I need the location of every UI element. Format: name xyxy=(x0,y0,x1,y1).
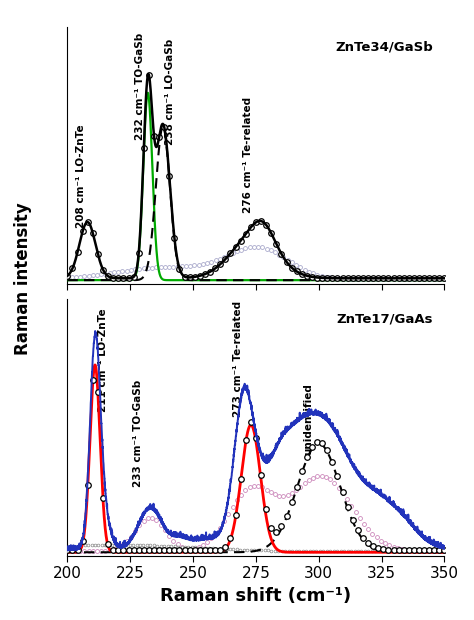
Text: 238 cm⁻¹ LO-GaSb: 238 cm⁻¹ LO-GaSb xyxy=(165,39,175,145)
X-axis label: Raman shift (cm⁻¹): Raman shift (cm⁻¹) xyxy=(160,587,352,605)
Text: 208 cm⁻¹ LO-ZnTe: 208 cm⁻¹ LO-ZnTe xyxy=(76,124,86,228)
Text: 276 cm⁻¹ Te-related: 276 cm⁻¹ Te-related xyxy=(243,97,254,213)
Text: unidentified: unidentified xyxy=(304,383,314,455)
Text: 232 cm⁻¹ TO-GaSb: 232 cm⁻¹ TO-GaSb xyxy=(135,32,145,140)
Text: ZnTe34/GaSb: ZnTe34/GaSb xyxy=(336,40,433,53)
Text: ZnTe17/GaAs: ZnTe17/GaAs xyxy=(337,312,433,325)
Text: Raman intensity: Raman intensity xyxy=(14,203,32,355)
Text: 233 cm⁻¹ TO-GaSb: 233 cm⁻¹ TO-GaSb xyxy=(133,379,143,487)
Text: 211 cm⁻¹ LO-ZnTe: 211 cm⁻¹ LO-ZnTe xyxy=(98,308,108,412)
Text: 273 cm⁻¹ Te-related: 273 cm⁻¹ Te-related xyxy=(233,301,243,417)
